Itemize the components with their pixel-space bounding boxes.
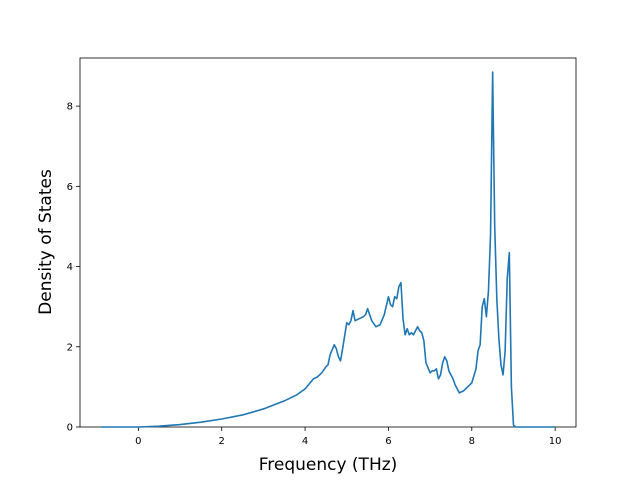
dos-series-line [100, 71, 556, 428]
x-tick-label: 0 [135, 436, 141, 447]
plot-frame [79, 57, 577, 428]
x-axis-label: Frequency (THz) [259, 455, 398, 475]
x-tick-label: 8 [469, 436, 475, 447]
x-axis-ticks: 0 2 4 6 8 10 [135, 427, 562, 447]
y-axis-ticks: 0 2 4 6 8 [67, 102, 80, 434]
y-axis-label: Density of States [36, 169, 56, 315]
y-tick-label: 8 [67, 102, 73, 113]
y-tick-label: 4 [67, 262, 73, 273]
x-tick-label: 2 [219, 436, 225, 447]
x-tick-label: 10 [549, 436, 562, 447]
y-tick-label: 6 [67, 182, 73, 193]
x-tick-label: 4 [302, 436, 308, 447]
x-tick-label: 6 [385, 436, 391, 447]
y-tick-label: 0 [67, 423, 73, 434]
y-tick-label: 2 [67, 342, 73, 353]
